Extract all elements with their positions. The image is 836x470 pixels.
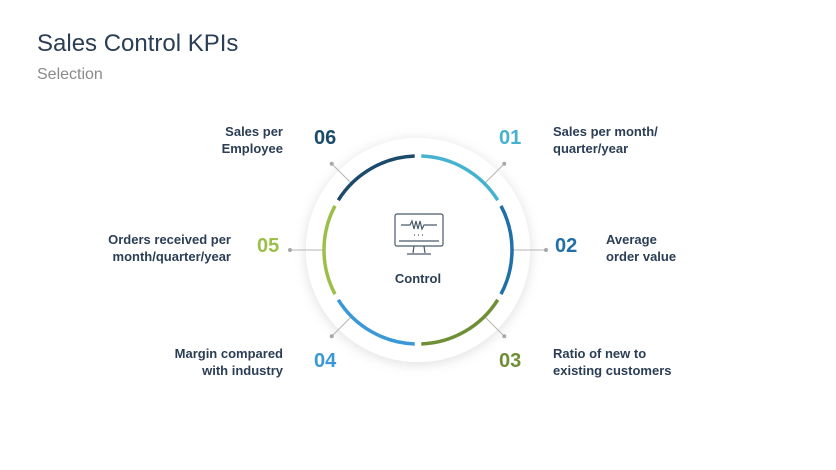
connector-dot-04 [329,334,334,339]
connector-line-03 [484,316,505,337]
page-title: Sales Control KPIs [37,30,239,57]
ring-segment-05 [322,205,337,295]
connector-dot-01 [502,161,507,166]
kpi-label-04: Margin compared with industry [174,346,283,378]
connector-line-04 [331,316,352,337]
kpi-label-06: Sales per Employee [221,124,283,156]
ring-segment-06 [336,154,415,202]
kpi-label-05: Orders received per month/quarter/year [108,232,231,264]
monitor-pulse-icon [394,213,444,255]
outer-disc [306,138,530,362]
kpi-number-05: 05 [257,235,280,257]
connector-line-01 [484,163,505,184]
kpi-number-01: 01 [499,127,522,149]
kpi-number-02: 02 [555,235,578,257]
ring-segment-01 [421,154,500,202]
ring-segment-02 [499,205,514,295]
kpi-number-04: 04 [314,350,337,372]
kpi-number-06: 06 [314,127,337,149]
ring-segment-03 [421,298,500,346]
center-label: Control [394,271,442,286]
kpi-label-03: Ratio of new to existing customers [553,346,672,378]
kpi-label-01: Sales per month/quarter/year [553,124,658,156]
page-subtitle: Selection [37,66,103,83]
connector-line-06 [331,163,352,184]
connector-dot-05 [288,248,292,252]
connector-dot-03 [502,334,507,339]
kpi-number-03: 03 [499,350,522,372]
kpi-label-02: Average order value [606,232,677,264]
connector-dot-02 [544,248,548,252]
ring-segment-04 [336,298,415,346]
connector-dot-06 [329,161,334,166]
